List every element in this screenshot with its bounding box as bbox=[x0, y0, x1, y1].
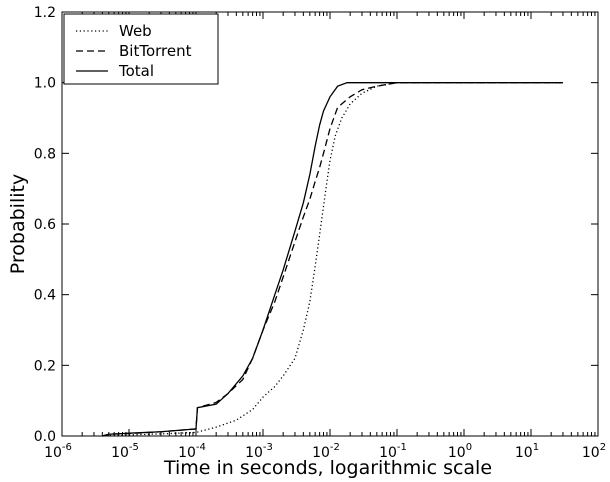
x-tick-base: 10 bbox=[44, 445, 62, 461]
series-line-web bbox=[102, 82, 563, 437]
y-tick-label: 0.8 bbox=[34, 146, 56, 162]
x-tick-base: 10 bbox=[245, 445, 263, 461]
x-tick-exponent: 1 bbox=[533, 442, 539, 453]
x-tick-exponent: -4 bbox=[196, 442, 206, 453]
x-tick-label: 100 bbox=[448, 442, 472, 461]
y-tick-label: 0.6 bbox=[34, 217, 56, 233]
y-axis-label: Probability bbox=[7, 174, 29, 274]
legend-label-bittorrent: BitTorrent bbox=[119, 42, 192, 60]
legend-label-total: Total bbox=[118, 62, 154, 80]
x-tick-label: 102 bbox=[582, 442, 606, 461]
x-axis-label: Time in seconds, logarithmic scale bbox=[163, 457, 492, 479]
legend-box bbox=[63, 13, 219, 85]
x-tick-base: 10 bbox=[178, 445, 196, 461]
x-tick-label: 10-4 bbox=[178, 442, 206, 461]
x-tick-base: 10 bbox=[379, 445, 397, 461]
x-tick-label: 10-3 bbox=[245, 442, 273, 461]
y-tick-label: 1.2 bbox=[34, 5, 56, 21]
x-tick-label: 10-2 bbox=[312, 442, 340, 461]
x-tick-exponent: -5 bbox=[129, 442, 139, 453]
x-tick-exponent: -1 bbox=[397, 442, 407, 453]
x-tick-exponent: 0 bbox=[466, 442, 472, 453]
series-line-bittorrent bbox=[102, 82, 563, 437]
y-tick-label: 0.4 bbox=[34, 288, 56, 304]
y-tick-label: 0.2 bbox=[34, 358, 56, 374]
series-line-total bbox=[102, 82, 563, 437]
x-tick-label: 10-5 bbox=[111, 442, 139, 461]
x-tick-base: 10 bbox=[582, 445, 600, 461]
x-tick-base: 10 bbox=[111, 445, 129, 461]
x-tick-base: 10 bbox=[312, 445, 330, 461]
x-tick-label: 10-1 bbox=[379, 442, 407, 461]
y-tick-label: 0.0 bbox=[34, 429, 56, 445]
x-tick-base: 10 bbox=[448, 445, 466, 461]
x-tick-base: 10 bbox=[515, 445, 533, 461]
y-tick-label: 1.0 bbox=[34, 76, 56, 92]
x-tick-exponent: -6 bbox=[62, 442, 72, 453]
x-tick-exponent: -2 bbox=[330, 442, 340, 453]
ticks-layer: 10-6 10-5 10-4 10-3 10-2 10-1 100 101 1020.00.20… bbox=[34, 5, 606, 461]
x-tick-label: 101 bbox=[515, 442, 539, 461]
legend: Web BitTorrent Total bbox=[63, 13, 219, 85]
x-tick-exponent: 2 bbox=[600, 442, 606, 453]
x-tick-exponent: -3 bbox=[263, 442, 273, 453]
x-tick-label: 10-6 bbox=[44, 442, 72, 461]
series-layer bbox=[102, 82, 563, 437]
legend-label-web: Web bbox=[119, 22, 152, 40]
